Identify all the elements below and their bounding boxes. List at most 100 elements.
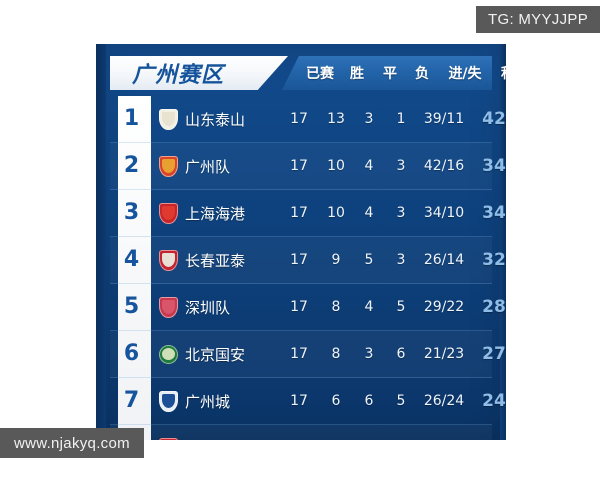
guangzhou-fc-crest: [159, 155, 178, 177]
stats-cell: 17 10 4 3 34/10 34: [279, 203, 506, 223]
standings-rows: 1 山东泰山 17 13 3 1 39/11 42 2 广州队 17 10 4 3 42/16 34 3 上海海港…: [110, 96, 506, 440]
rank-cell: 6: [110, 331, 151, 377]
table-row[interactable]: 6 北京国安 17 8 3 6 21/23 27: [110, 331, 506, 378]
changchun-yatai-crest: [159, 249, 178, 271]
beijing-guoan-crest: [159, 344, 178, 364]
crest-inner-emblem: [162, 347, 175, 360]
rank-column-strip: [118, 96, 151, 440]
stats-cell: 17 8 4 5 29/22 28: [279, 297, 506, 317]
rank-number: 2: [123, 153, 140, 178]
stat-loss: 5: [396, 299, 406, 315]
page-title: 广州赛区: [132, 63, 225, 88]
stats-cell: 17 9 5 3 26/14 32: [279, 250, 506, 270]
stat-played: 17: [290, 299, 308, 315]
stat-draw: 4: [364, 205, 374, 221]
team-name: 上海海港: [185, 204, 246, 223]
stat-played: 17: [290, 346, 308, 362]
team-cell[interactable]: 长春亚泰: [151, 249, 279, 271]
team-name: 广州队: [185, 157, 231, 176]
rank-cell: 5: [110, 284, 151, 330]
stat-played: 17: [290, 393, 308, 409]
team-name: 长春亚泰: [185, 251, 246, 270]
rank-cell: 7: [110, 378, 151, 424]
stat-win: 10: [327, 158, 345, 174]
shenzhen-fc-crest: [159, 296, 178, 318]
stat-goals: 42/16: [423, 158, 465, 174]
stat-points: 27: [482, 344, 506, 364]
column-header-draw: 平: [383, 66, 397, 82]
stat-points: 34: [482, 203, 506, 223]
stat-goals: 21/23: [423, 346, 465, 362]
team-cell[interactable]: 河北队: [151, 437, 279, 440]
stat-goals: 26/14: [423, 252, 465, 268]
column-header-played: 已赛: [306, 66, 334, 82]
stat-goals: 39/11: [423, 111, 465, 127]
guangzhou-city-crest: [159, 390, 178, 412]
stat-points: 34: [482, 156, 506, 176]
rank-number: 1: [123, 106, 140, 131]
standings-panel: 广州赛区 已赛 胜 平 负 进/失 积分 1山东泰山17133139/11422…: [96, 44, 506, 440]
rank-number: 4: [123, 247, 140, 272]
column-header-points: 积分: [492, 63, 506, 83]
table-row[interactable]: 8河北队1766513/2024: [110, 425, 506, 440]
panel-left-edge: [96, 44, 106, 440]
team-cell[interactable]: 北京国安: [151, 344, 279, 365]
stat-points: 28: [482, 297, 506, 317]
team-cell[interactable]: 广州城: [151, 390, 279, 412]
crest-inner-emblem: [162, 252, 175, 267]
stats-cell: 17 13 3 1 39/11 42: [279, 109, 506, 129]
stat-win: 10: [327, 205, 345, 221]
table-row[interactable]: 3 上海海港 17 10 4 3 34/10 34: [110, 190, 506, 237]
stat-draw: 4: [364, 299, 374, 315]
table-row[interactable]: 2 广州队 17 10 4 3 42/16 34: [110, 143, 506, 190]
rank-cell: 1: [110, 96, 151, 142]
column-header-loss: 负: [415, 66, 429, 82]
team-name: 北京国安: [185, 345, 246, 364]
crest-inner-emblem: [162, 205, 175, 220]
rank-number: 6: [123, 341, 140, 366]
team-cell[interactable]: 广州队: [151, 155, 279, 177]
team-name: 深圳队: [185, 298, 231, 317]
table-row[interactable]: 5 深圳队 17 8 4 5 29/22 28: [110, 284, 506, 331]
title-banner: 广州赛区: [110, 56, 288, 90]
crest-inner-emblem: [162, 111, 175, 126]
stat-points: 42: [482, 109, 506, 129]
stat-played: 17: [290, 252, 308, 268]
stat-loss: 3: [396, 158, 406, 174]
stat-goals: 29/22: [423, 299, 465, 315]
crest-inner-emblem: [162, 299, 175, 314]
team-cell[interactable]: 深圳队: [151, 296, 279, 318]
column-header-win: 胜: [350, 66, 364, 82]
stat-win: 6: [331, 393, 341, 409]
stat-draw: 6: [364, 393, 374, 409]
stat-loss: 1: [396, 111, 406, 127]
stat-played: 17: [290, 111, 308, 127]
stat-win: 9: [331, 252, 341, 268]
stat-points: 24: [482, 391, 506, 411]
team-cell[interactable]: 上海海港: [151, 202, 279, 224]
stat-loss: 3: [396, 205, 406, 221]
rank-cell: 2: [110, 143, 151, 189]
stat-draw: 3: [364, 346, 374, 362]
stat-win: 13: [327, 111, 345, 127]
stat-loss: 3: [396, 252, 406, 268]
stats-cell: 1766513/2024: [279, 438, 506, 440]
table-row[interactable]: 4 长春亚泰 17 9 5 3 26/14 32: [110, 237, 506, 284]
table-row[interactable]: 7 广州城 17 6 6 5 26/24 24: [110, 378, 506, 425]
watermark-top-right: TG: MYYJJPP: [476, 6, 600, 33]
stats-cell: 17 10 4 3 42/16 34: [279, 156, 506, 176]
stat-played: 17: [290, 205, 308, 221]
shanghai-port-crest: [159, 202, 178, 224]
table-row[interactable]: 1 山东泰山 17 13 3 1 39/11 42: [110, 96, 506, 143]
stat-points: 32: [482, 250, 506, 270]
crest-inner-emblem: [162, 158, 175, 173]
rank-cell: 4: [110, 237, 151, 283]
team-cell[interactable]: 山东泰山: [151, 108, 279, 130]
crest-inner-emblem: [162, 393, 175, 408]
team-name: 广州城: [185, 392, 231, 411]
column-header-bar: [282, 56, 492, 90]
hebei-fc-crest: [159, 437, 178, 440]
stat-points: 24: [471, 438, 506, 440]
rank-cell: 3: [110, 190, 151, 236]
stat-win: 8: [331, 299, 341, 315]
